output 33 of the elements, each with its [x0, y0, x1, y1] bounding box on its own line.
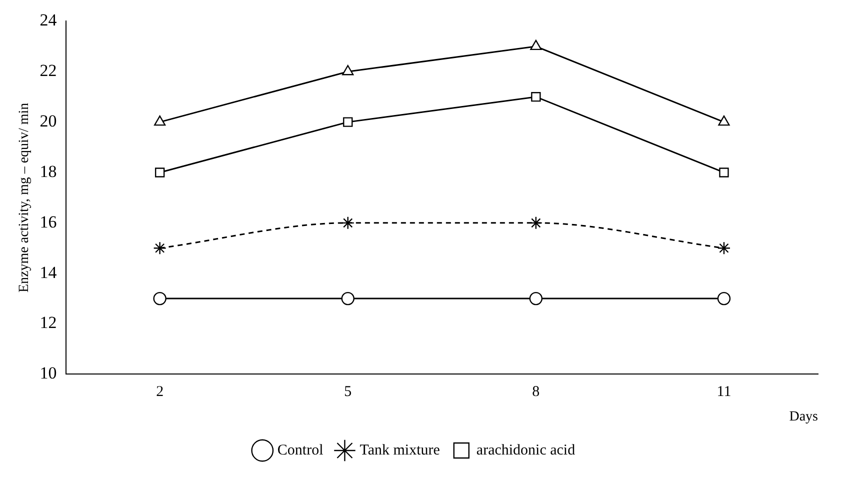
legend-label: Control — [277, 442, 324, 458]
y-tick-label: 14 — [40, 262, 58, 282]
point — [153, 242, 166, 255]
y-tick-label: 16 — [40, 212, 57, 232]
point — [530, 40, 542, 50]
point — [154, 115, 166, 126]
point — [153, 292, 166, 306]
y-tick-label: 18 — [40, 162, 57, 181]
y-tick-label: 24 — [40, 10, 58, 30]
point — [719, 168, 729, 178]
point — [531, 92, 541, 102]
point — [343, 117, 353, 127]
point — [154, 168, 165, 178]
x-tick-label: 8 — [532, 384, 540, 400]
point — [717, 242, 731, 255]
legend-label: Tank mixture — [360, 442, 440, 458]
point — [718, 115, 730, 126]
point — [341, 292, 354, 306]
y-tick-label: 10 — [40, 364, 57, 383]
legend-label: arachidonic acid — [476, 442, 576, 458]
x-tick-label: 2 — [156, 384, 164, 400]
point — [717, 292, 731, 306]
x-tick-label: 11 — [716, 384, 732, 400]
point — [529, 292, 543, 306]
x-axis-title: Days — [789, 409, 818, 424]
y-tick-label: 20 — [40, 112, 57, 131]
point — [341, 216, 354, 230]
point — [529, 216, 543, 230]
point — [342, 65, 354, 76]
y-axis-title: Enzyme activity, mg – equiv/ min — [17, 102, 32, 293]
x-tick-label: 5 — [344, 384, 352, 400]
y-tick-label: 12 — [40, 313, 57, 332]
y-tick-label: 22 — [40, 61, 57, 80]
